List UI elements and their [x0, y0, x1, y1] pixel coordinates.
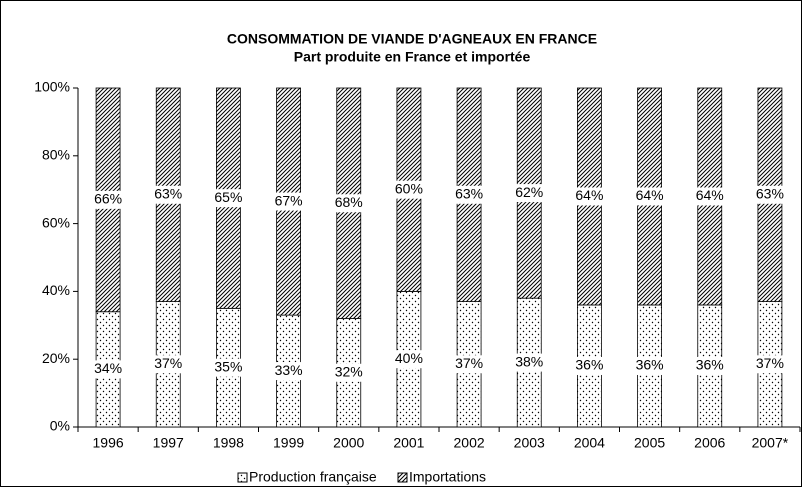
- chart-subtitle: Part produite en France et importée: [294, 49, 531, 65]
- value-label-bg: [452, 355, 487, 374]
- value-label: 63%: [154, 185, 182, 201]
- value-label: 35%: [214, 358, 242, 374]
- y-tick-label: 80%: [42, 147, 70, 163]
- y-tick-label: 100%: [34, 79, 70, 95]
- value-label-bg: [692, 187, 727, 206]
- y-tick-label: 20%: [42, 350, 70, 366]
- x-tick-label: 1996: [93, 435, 124, 451]
- value-label: 38%: [515, 353, 543, 369]
- value-label: 64%: [636, 187, 664, 203]
- y-tick-label: 40%: [42, 282, 70, 298]
- legend-swatch: [237, 472, 248, 483]
- value-label: 64%: [696, 187, 724, 203]
- value-label: 36%: [696, 357, 724, 373]
- value-label-bg: [91, 360, 126, 379]
- value-label: 36%: [575, 357, 603, 373]
- value-label-bg: [512, 353, 547, 372]
- value-label-bg: [331, 194, 366, 213]
- value-label-bg: [151, 185, 186, 204]
- value-label: 36%: [636, 357, 664, 373]
- x-tick-label: 2004: [574, 435, 605, 451]
- value-label-bg: [271, 362, 306, 381]
- x-tick-label: 1998: [213, 435, 244, 451]
- chart-title: CONSOMMATION DE VIANDE D'AGNEAUX EN FRAN…: [227, 31, 597, 47]
- value-label: 67%: [275, 192, 303, 208]
- x-tick-label: 2000: [333, 435, 364, 451]
- value-label: 64%: [575, 187, 603, 203]
- value-label-bg: [331, 363, 366, 382]
- value-label-bg: [452, 185, 487, 204]
- value-label-bg: [211, 189, 246, 208]
- value-label: 37%: [455, 355, 483, 371]
- x-tick-label: 2001: [393, 435, 424, 451]
- value-label: 68%: [335, 194, 363, 210]
- value-label: 60%: [395, 180, 423, 196]
- value-label-bg: [211, 358, 246, 377]
- value-label-bg: [752, 185, 787, 204]
- value-label-bg: [391, 180, 426, 199]
- legend-label: Importations: [409, 469, 486, 485]
- value-label-bg: [572, 356, 607, 375]
- value-label-bg: [151, 355, 186, 374]
- x-tick-label: 2005: [634, 435, 665, 451]
- value-label-bg: [752, 355, 787, 374]
- value-label-bg: [632, 356, 667, 375]
- value-label: 40%: [395, 350, 423, 366]
- value-label-bg: [91, 190, 126, 209]
- value-label: 34%: [94, 360, 122, 376]
- value-label: 65%: [214, 189, 242, 205]
- x-tick-label: 2002: [454, 435, 485, 451]
- value-label-bg: [512, 184, 547, 203]
- value-label-bg: [692, 356, 727, 375]
- x-tick-label: 1997: [153, 435, 184, 451]
- value-label-bg: [391, 350, 426, 369]
- value-label: 63%: [455, 185, 483, 201]
- value-label-bg: [572, 187, 607, 206]
- y-tick-label: 0%: [50, 418, 70, 434]
- value-label: 37%: [154, 355, 182, 371]
- legend-swatch: [397, 472, 408, 483]
- x-tick-label: 1999: [273, 435, 304, 451]
- legend-label: Production française: [249, 469, 377, 485]
- value-label: 32%: [335, 363, 363, 379]
- x-tick-label: 2003: [514, 435, 545, 451]
- value-label-bg: [632, 187, 667, 206]
- value-label: 66%: [94, 191, 122, 207]
- value-label: 33%: [275, 362, 303, 378]
- x-tick-label: 2007*: [752, 435, 789, 451]
- value-label: 62%: [515, 184, 543, 200]
- value-label: 63%: [756, 185, 784, 201]
- y-tick-label: 60%: [42, 214, 70, 230]
- value-label-bg: [271, 192, 306, 211]
- x-tick-label: 2006: [694, 435, 725, 451]
- value-label: 37%: [756, 355, 784, 371]
